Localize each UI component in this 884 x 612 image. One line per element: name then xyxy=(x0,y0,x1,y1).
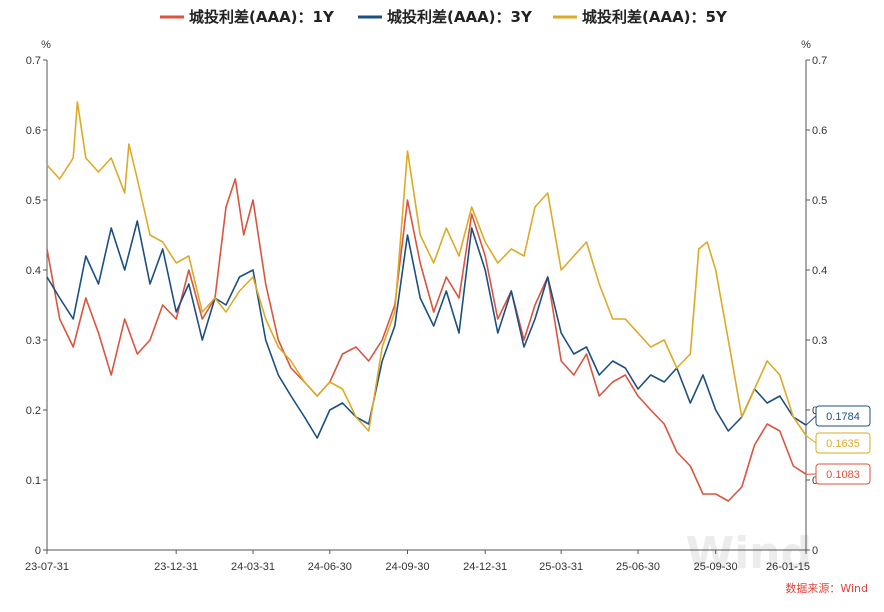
end-label-value: 0.1083 xyxy=(826,469,860,481)
x-tick-label: 25-09-30 xyxy=(694,561,738,573)
legend[interactable]: 城投利差(AAA)：1Y 城投利差(AAA)：3Y 城投利差(AAA)：5Y xyxy=(160,8,728,26)
y-tick-label-left: 0.4 xyxy=(26,265,41,277)
legend-item-1[interactable]: 城投利差(AAA)：1Y xyxy=(160,8,335,26)
y-tick-label-left: 0.2 xyxy=(26,405,41,417)
end-label-connector xyxy=(805,415,817,426)
y-tick-label-left: 0.5 xyxy=(26,195,41,207)
y-tick-label-left: 0 xyxy=(35,545,41,557)
legend-label: 城投利差(AAA)：3Y xyxy=(387,8,533,26)
x-tick-label: 26-01-15 xyxy=(766,561,810,573)
y-tick-label-right: 0.5 xyxy=(812,195,827,207)
y-tick-label-left: 0.6 xyxy=(26,125,41,137)
series-lines xyxy=(46,101,807,502)
legend-item-3[interactable]: 城投利差(AAA)：5Y xyxy=(553,8,728,26)
x-tick-label: 24-03-31 xyxy=(231,561,275,573)
y-tick-label-right: 0.3 xyxy=(812,335,827,347)
x-tick-label: 24-06-30 xyxy=(308,561,352,573)
y-tick-label-right: 0.7 xyxy=(812,55,827,67)
legend-label: 城投利差(AAA)：5Y xyxy=(582,8,728,26)
series-line-3 xyxy=(46,101,807,436)
end-label-box xyxy=(815,432,871,454)
legend-item-2[interactable]: 城投利差(AAA)：3Y xyxy=(358,8,533,26)
y-tick-label-left: 0.7 xyxy=(26,55,41,67)
y-tick-label-right: 0 xyxy=(812,545,818,557)
legend-label: 城投利差(AAA)：1Y xyxy=(189,8,335,26)
watermark: Wind xyxy=(686,528,812,579)
x-tick-label: 24-12-31 xyxy=(463,561,507,573)
x-tick-label: 25-06-30 xyxy=(616,561,660,573)
end-label-box xyxy=(815,463,871,485)
data-source-note: 数据来源：Wind xyxy=(785,581,868,595)
series-line-2 xyxy=(46,220,807,439)
x-tick-label: 23-12-31 xyxy=(154,561,198,573)
y-tick-label-right: 0.6 xyxy=(812,125,827,137)
axes: 000.10.10.20.20.30.30.40.40.50.50.60.60.… xyxy=(25,55,827,573)
end-label-connector xyxy=(805,435,817,444)
end-value-labels: 0.1083 0.1784 0.1635 xyxy=(805,405,871,485)
y-tick-label-left: 0.3 xyxy=(26,335,41,347)
x-tick-label: 23-07-31 xyxy=(25,561,69,573)
end-label-value: 0.1784 xyxy=(826,411,860,423)
end-label-value: 0.1635 xyxy=(826,438,860,450)
x-tick-label: 24-09-30 xyxy=(385,561,429,573)
x-tick-label: 25-03-31 xyxy=(539,561,583,573)
y-tick-label-left: 0.1 xyxy=(26,475,41,487)
end-label-3: 0.1635 xyxy=(805,432,871,454)
left-axis-unit: % xyxy=(41,39,51,51)
right-axis-unit: % xyxy=(801,39,811,51)
end-label-1: 0.1083 xyxy=(805,463,871,485)
y-tick-label-right: 0.4 xyxy=(812,265,827,277)
end-label-box xyxy=(815,405,871,427)
series-line-1 xyxy=(46,178,807,502)
end-label-2: 0.1784 xyxy=(805,405,871,427)
